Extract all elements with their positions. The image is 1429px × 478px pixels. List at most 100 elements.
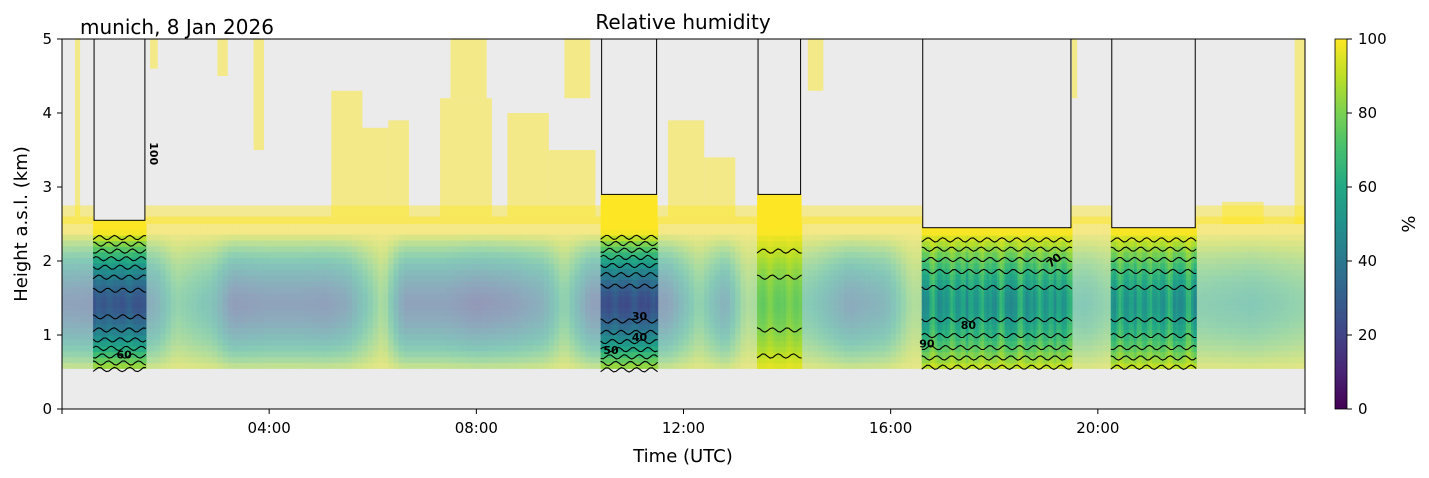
rh-cell	[564, 339, 571, 346]
rh-cell	[367, 274, 374, 282]
rh-cell	[336, 321, 343, 329]
rh-cell	[838, 344, 845, 352]
rh-cell	[538, 286, 545, 294]
rh-cell	[455, 263, 462, 270]
rh-cell	[875, 327, 881, 334]
rh-cell	[263, 286, 270, 294]
rh-cell	[724, 222, 731, 229]
rh-cell	[398, 327, 405, 334]
rh-cell	[403, 304, 410, 311]
rh-cell	[838, 350, 845, 358]
rh-cell	[165, 257, 172, 264]
rh-cell	[471, 292, 477, 299]
rh-cell	[357, 234, 363, 241]
rh-cell	[227, 251, 234, 259]
rh-cell	[916, 216, 923, 224]
rh-cell	[67, 216, 73, 224]
rh-cell	[398, 286, 405, 294]
rh-cell	[559, 344, 565, 352]
rh-cell	[300, 298, 307, 305]
rh-cell	[232, 356, 239, 364]
rh-cell	[362, 321, 369, 329]
rh-cell	[388, 263, 395, 270]
rh-cell	[232, 274, 239, 282]
rh-cell	[445, 234, 452, 241]
rh-cell	[67, 298, 73, 305]
rh-cell	[818, 350, 824, 358]
rh-cell	[828, 286, 835, 294]
rh-cell	[916, 239, 923, 247]
rh-cell	[465, 298, 472, 305]
rh-cell	[854, 292, 861, 299]
rh-cell	[62, 263, 68, 270]
rh-cell	[165, 228, 172, 235]
rh-cell	[144, 234, 151, 241]
rh-cell	[207, 344, 213, 352]
rh-cell	[828, 216, 835, 224]
rh-cell	[724, 216, 731, 224]
rh-cell	[170, 280, 177, 288]
rh-cell	[528, 269, 534, 276]
rh-cell	[165, 292, 172, 299]
rh-cell	[507, 362, 514, 369]
rh-cell	[502, 239, 509, 247]
rh-cell	[258, 257, 265, 264]
rh-cell	[590, 245, 597, 253]
rh-cell	[455, 315, 462, 323]
rh-cell	[217, 222, 224, 229]
rh-cell	[476, 286, 483, 294]
rh-cell	[512, 298, 519, 305]
rh-cell	[574, 327, 581, 334]
rh-cell	[175, 304, 182, 311]
rh-cell	[554, 274, 560, 282]
rh-cell	[854, 257, 861, 264]
rh-cell	[186, 315, 193, 323]
rh-cell	[864, 350, 871, 358]
rh-cell	[217, 350, 224, 358]
rh-cell	[559, 286, 565, 294]
rh-cell	[859, 263, 866, 270]
rh-cell	[724, 362, 731, 369]
rh-cell	[383, 269, 389, 276]
rh-cell	[844, 309, 850, 317]
rh-cell	[854, 269, 861, 276]
rh-cell	[336, 257, 343, 264]
rh-cell	[740, 257, 747, 264]
rh-cell	[802, 304, 809, 311]
rh-cell	[901, 234, 907, 241]
rh-cell	[403, 356, 410, 364]
rh-cell	[274, 327, 281, 334]
rh-cell	[818, 356, 824, 364]
rh-cell	[740, 339, 747, 346]
rh-cell	[414, 356, 420, 364]
rh-cell	[564, 269, 571, 276]
rh-cell	[186, 222, 193, 229]
rh-cell	[590, 333, 597, 340]
rh-cell	[243, 251, 250, 259]
rh-cell	[528, 309, 534, 317]
rh-cell	[414, 251, 420, 259]
rh-cell	[497, 298, 503, 305]
rh-cell	[248, 286, 255, 294]
rh-cell	[916, 245, 923, 253]
rh-cell	[248, 315, 255, 323]
rh-cell	[403, 239, 410, 247]
rh-cell	[714, 251, 721, 259]
rh-cell	[165, 274, 172, 282]
rh-cell	[326, 292, 332, 299]
rh-cell	[191, 280, 198, 288]
rh-cell	[331, 350, 338, 358]
rh-cell	[802, 309, 809, 317]
rh-cell	[248, 234, 255, 241]
rh-cell	[844, 228, 850, 235]
rh-cell	[82, 344, 89, 352]
rh-cell	[170, 350, 177, 358]
rh-cell	[465, 234, 472, 241]
rh-cell	[906, 222, 912, 229]
rh-cell	[450, 356, 457, 364]
rh-cell	[305, 333, 312, 340]
rh-cell	[569, 216, 576, 224]
rh-cell	[714, 321, 721, 329]
rh-cell	[895, 304, 902, 311]
rh-cell	[67, 362, 73, 369]
